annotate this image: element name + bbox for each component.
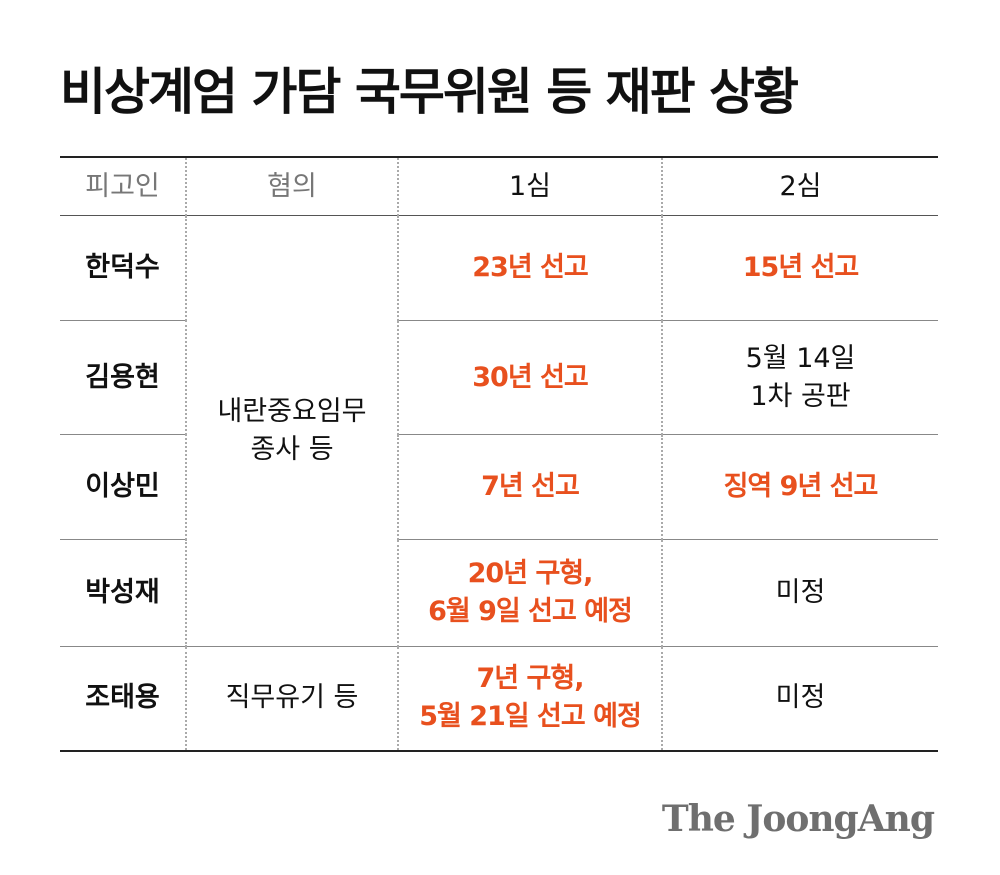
trial-status-table: 피고인 혐의 1심 2심 한덕수 내란중요임무 종사 등 23년 선고 15년 … xyxy=(60,156,938,752)
first-trial-cell: 7년 선고 xyxy=(397,434,662,540)
page-title: 비상계엄 가담 국무위원 등 재판 상황 xyxy=(60,63,799,121)
table-row: 조태용 직무유기 등 7년 구형, 5월 21일 선고 예정 미정 xyxy=(60,646,938,752)
table-header-row: 피고인 혐의 1심 2심 xyxy=(60,157,938,216)
header-second-trial: 2심 xyxy=(661,157,938,216)
second-trial-cell: 5월 14일 1차 공판 xyxy=(661,320,938,435)
charge-cell: 직무유기 등 xyxy=(185,646,398,752)
defendant-name: 박성재 xyxy=(60,539,186,647)
table-row: 이상민 7년 선고 징역 9년 선고 xyxy=(60,434,938,540)
table-row: 김용현 30년 선고 5월 14일 1차 공판 xyxy=(60,320,938,435)
second-trial-cell: 미정 xyxy=(661,646,938,752)
first-trial-cell: 20년 구형, 6월 9일 선고 예정 xyxy=(397,539,662,647)
first-trial-cell: 30년 선고 xyxy=(397,320,662,435)
first-trial-cell: 7년 구형, 5월 21일 선고 예정 xyxy=(397,646,662,752)
header-first-trial: 1심 xyxy=(397,157,662,216)
table-row: 박성재 20년 구형, 6월 9일 선고 예정 미정 xyxy=(60,539,938,647)
defendant-name: 한덕수 xyxy=(60,215,186,321)
defendant-name: 조태용 xyxy=(60,646,186,752)
defendant-name: 김용현 xyxy=(60,320,186,435)
first-trial-cell: 23년 선고 xyxy=(397,215,662,321)
header-defendant: 피고인 xyxy=(60,157,186,216)
second-trial-cell: 징역 9년 선고 xyxy=(661,434,938,540)
table-row: 한덕수 내란중요임무 종사 등 23년 선고 15년 선고 xyxy=(60,215,938,647)
charge-cell: 내란중요임무 종사 등 xyxy=(185,215,398,647)
second-trial-cell: 미정 xyxy=(661,539,938,647)
defendant-name: 이상민 xyxy=(60,434,186,540)
joongang-logo: The JoongAng xyxy=(661,798,935,840)
second-trial-cell: 15년 선고 xyxy=(661,215,938,321)
header-charge: 혐의 xyxy=(185,157,398,216)
